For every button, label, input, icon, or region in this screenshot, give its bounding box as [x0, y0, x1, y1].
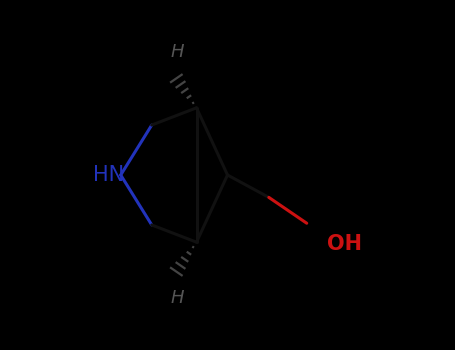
- Text: H: H: [171, 289, 184, 307]
- Text: H: H: [171, 43, 184, 61]
- Text: OH: OH: [328, 234, 362, 254]
- Text: HN: HN: [93, 165, 124, 185]
